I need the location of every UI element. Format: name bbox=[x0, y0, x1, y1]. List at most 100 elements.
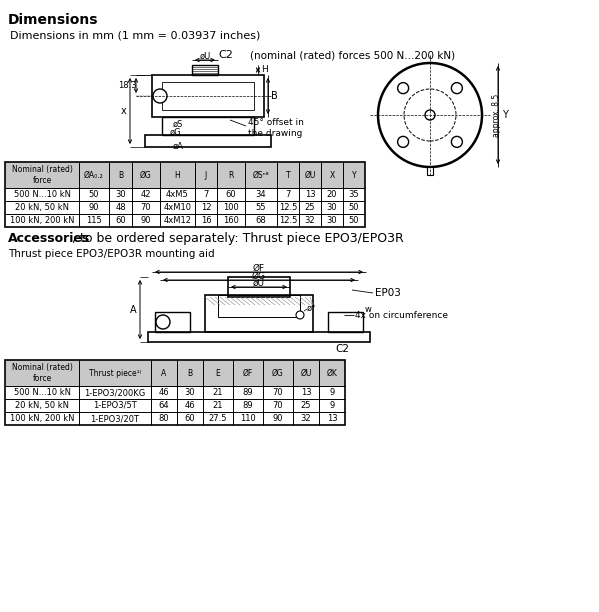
Text: 100: 100 bbox=[223, 203, 239, 212]
Text: 4xM10: 4xM10 bbox=[164, 203, 192, 212]
Text: 12.5: 12.5 bbox=[279, 203, 297, 212]
Text: ØU: ØU bbox=[304, 171, 316, 179]
Text: 500 N...10 kN: 500 N...10 kN bbox=[14, 388, 71, 397]
Bar bbox=[5, 360, 345, 386]
Text: 90: 90 bbox=[89, 203, 99, 212]
Text: 500 N...10 kN: 500 N...10 kN bbox=[14, 190, 71, 199]
Text: 30: 30 bbox=[326, 203, 337, 212]
Text: 12.5: 12.5 bbox=[279, 216, 297, 225]
Text: 70: 70 bbox=[273, 401, 283, 410]
Text: 13: 13 bbox=[301, 388, 311, 397]
Text: 50: 50 bbox=[89, 190, 99, 199]
Bar bbox=[162, 117, 254, 135]
Text: 4xM5: 4xM5 bbox=[166, 190, 189, 199]
Text: 32: 32 bbox=[301, 414, 311, 423]
Text: 70: 70 bbox=[141, 203, 152, 212]
Text: 32: 32 bbox=[305, 216, 315, 225]
Text: ØU: ØU bbox=[300, 368, 311, 378]
Text: ØG: ØG bbox=[140, 171, 152, 179]
Bar bbox=[228, 277, 290, 297]
Bar bbox=[152, 75, 264, 117]
Text: 90: 90 bbox=[273, 414, 283, 423]
Text: ØG: ØG bbox=[272, 368, 284, 378]
Text: Dimensions in mm (1 mm = 0.03937 inches): Dimensions in mm (1 mm = 0.03937 inches) bbox=[10, 30, 261, 40]
Text: R: R bbox=[228, 171, 234, 179]
Text: 35: 35 bbox=[349, 190, 359, 199]
Circle shape bbox=[398, 136, 409, 147]
Text: 12: 12 bbox=[201, 203, 211, 212]
Text: 160: 160 bbox=[223, 216, 239, 225]
Circle shape bbox=[452, 83, 462, 94]
Text: ØF: ØF bbox=[243, 368, 253, 378]
Text: 18.3: 18.3 bbox=[117, 81, 137, 89]
Bar bbox=[328, 312, 363, 332]
Circle shape bbox=[404, 89, 456, 141]
Text: 46: 46 bbox=[159, 388, 170, 397]
Text: 13: 13 bbox=[326, 414, 337, 423]
Text: 21: 21 bbox=[213, 401, 223, 410]
Text: C2: C2 bbox=[218, 50, 233, 60]
Text: øG: øG bbox=[169, 127, 181, 136]
Text: 21: 21 bbox=[213, 388, 223, 397]
Text: Accessories: Accessories bbox=[8, 232, 90, 245]
Text: C2: C2 bbox=[335, 344, 349, 354]
Text: Thrust piece¹⁾: Thrust piece¹⁾ bbox=[89, 368, 141, 378]
Text: E: E bbox=[216, 368, 220, 378]
Text: 16: 16 bbox=[201, 216, 211, 225]
Circle shape bbox=[296, 311, 304, 319]
Text: H: H bbox=[175, 171, 180, 179]
Text: 9: 9 bbox=[329, 388, 335, 397]
Text: Y: Y bbox=[502, 110, 508, 120]
Text: 70: 70 bbox=[273, 388, 283, 397]
Text: Dimensions: Dimensions bbox=[8, 13, 98, 27]
Text: 68: 68 bbox=[256, 216, 267, 225]
Text: 89: 89 bbox=[243, 401, 253, 410]
Text: 1-EPO3/5T: 1-EPO3/5T bbox=[93, 401, 137, 410]
Text: 1-EPO3/20T: 1-EPO3/20T bbox=[90, 414, 140, 423]
Circle shape bbox=[398, 83, 409, 94]
Text: 115: 115 bbox=[86, 216, 102, 225]
Text: 100 kN, 200 kN: 100 kN, 200 kN bbox=[10, 216, 74, 225]
Bar bbox=[155, 312, 190, 332]
Text: 9: 9 bbox=[329, 401, 335, 410]
Text: 50: 50 bbox=[349, 216, 359, 225]
Text: ØG: ØG bbox=[252, 272, 266, 280]
Text: ø*: ø* bbox=[307, 304, 316, 313]
Circle shape bbox=[452, 136, 462, 147]
Text: 46: 46 bbox=[184, 401, 195, 410]
Text: Thrust piece EPO3/EPO3R mounting aid: Thrust piece EPO3/EPO3R mounting aid bbox=[8, 249, 214, 259]
Text: 48: 48 bbox=[115, 203, 126, 212]
Text: 110: 110 bbox=[240, 414, 256, 423]
Bar bbox=[148, 332, 370, 342]
Text: T: T bbox=[286, 171, 291, 179]
Text: øU: øU bbox=[253, 278, 265, 288]
Text: 100 kN, 200 kN: 100 kN, 200 kN bbox=[10, 414, 74, 423]
Text: 20 kN, 50 kN: 20 kN, 50 kN bbox=[15, 401, 69, 410]
Bar bbox=[5, 162, 365, 188]
Text: ØK: ØK bbox=[326, 368, 337, 378]
Text: 20: 20 bbox=[326, 190, 337, 199]
Bar bbox=[427, 167, 433, 175]
Bar bbox=[218, 295, 300, 317]
Text: B: B bbox=[271, 91, 277, 101]
Text: H: H bbox=[261, 65, 267, 75]
Text: 4xM12: 4xM12 bbox=[164, 216, 192, 225]
Circle shape bbox=[378, 63, 482, 167]
Text: J: J bbox=[205, 171, 207, 179]
Text: x: x bbox=[121, 106, 127, 116]
Bar bbox=[162, 82, 254, 110]
Text: Y: Y bbox=[352, 171, 356, 179]
Bar bbox=[192, 65, 218, 75]
Text: ØF: ØF bbox=[253, 264, 265, 272]
Text: ØA₀.₂: ØA₀.₂ bbox=[84, 171, 104, 179]
Text: 4x on circumference: 4x on circumference bbox=[355, 310, 448, 319]
Bar bbox=[5, 162, 365, 227]
Text: ØSⁿ⁸: ØSⁿ⁸ bbox=[253, 171, 270, 179]
Text: w: w bbox=[365, 305, 371, 315]
Text: A: A bbox=[130, 305, 137, 315]
Text: 20 kN, 50 kN: 20 kN, 50 kN bbox=[15, 203, 69, 212]
Text: B: B bbox=[187, 368, 192, 378]
Text: 50: 50 bbox=[349, 203, 359, 212]
Text: 7: 7 bbox=[203, 190, 208, 199]
Text: 27.5: 27.5 bbox=[208, 414, 227, 423]
